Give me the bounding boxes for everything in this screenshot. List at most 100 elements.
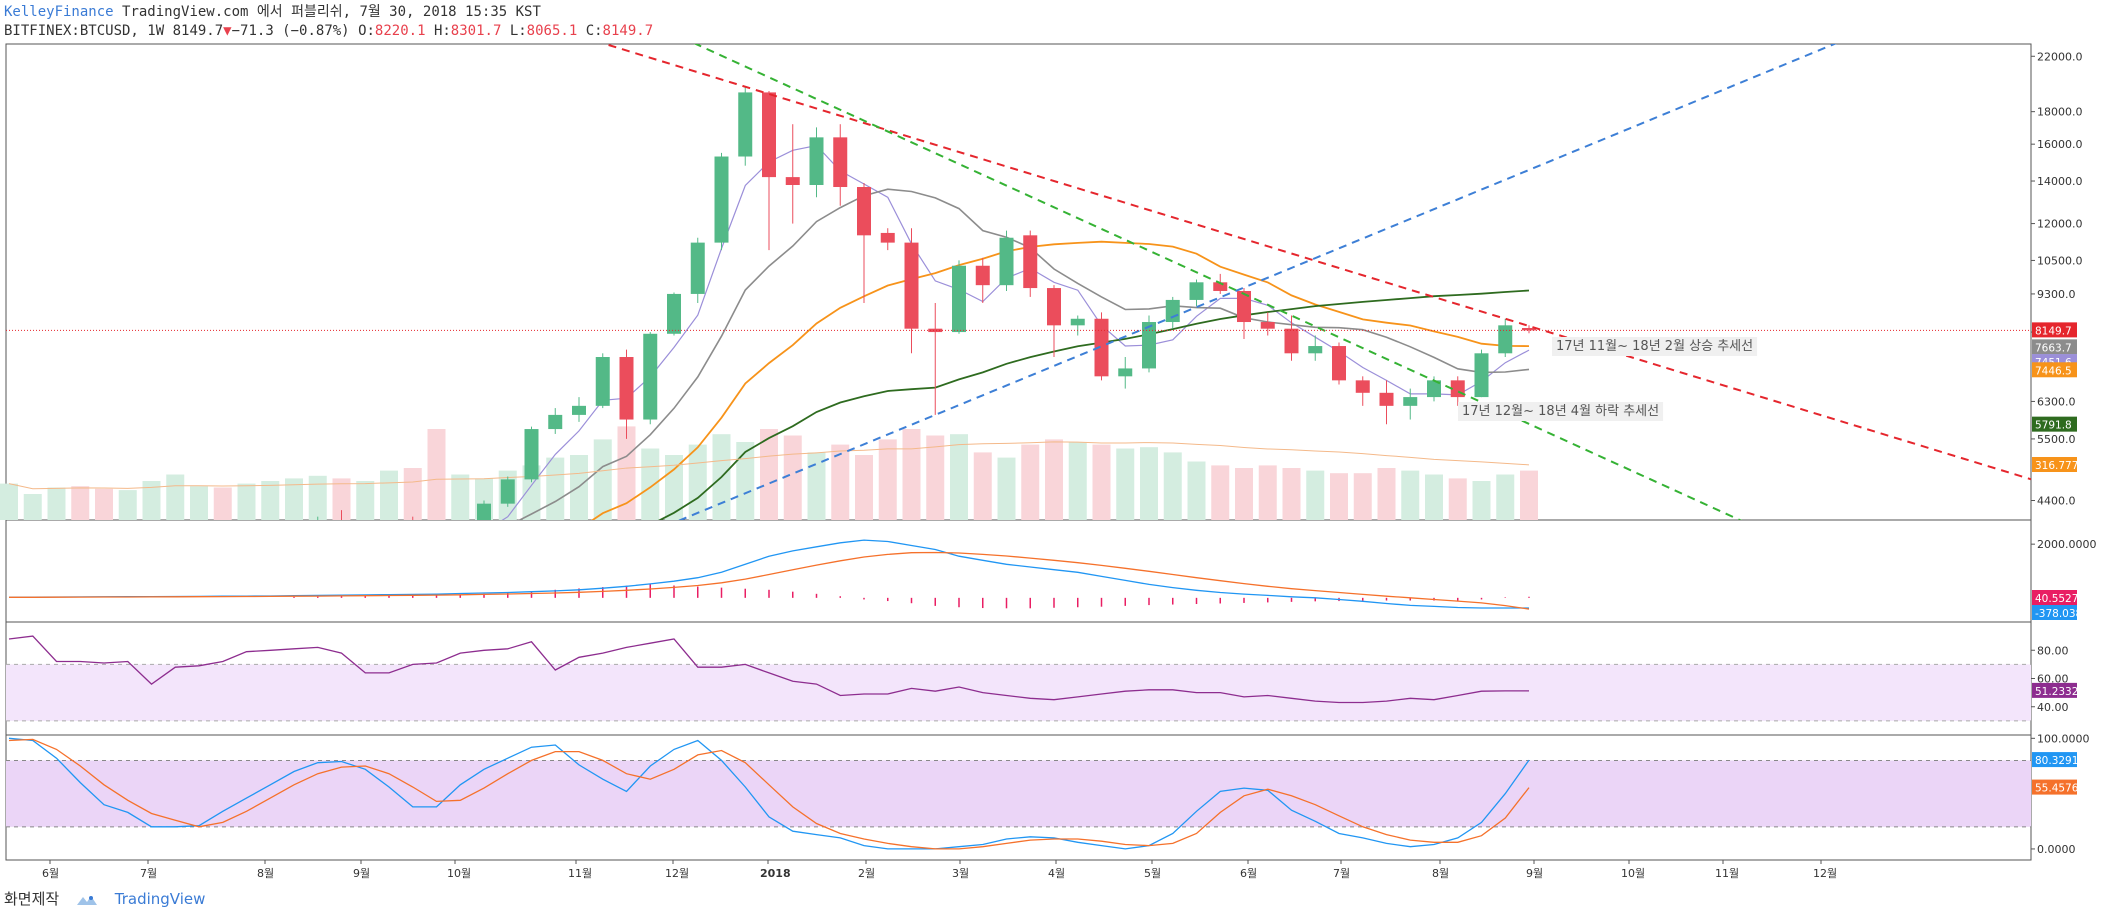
candle-down (1237, 290, 1251, 323)
tradingview-logo-icon (76, 895, 97, 905)
candle-down (904, 242, 919, 329)
trend-line-red (601, 44, 2031, 481)
volume-bar (736, 442, 755, 520)
candle-down (880, 232, 895, 243)
volume-bar (688, 444, 707, 520)
candle-up (952, 265, 966, 333)
candle-up (738, 92, 753, 157)
rsi-tick-label: 40.00 (2037, 701, 2069, 714)
volume-bar (760, 429, 778, 520)
volume-bar (95, 488, 113, 520)
candle-up (168, 616, 182, 626)
price-tick-label: 6300.0 (2037, 395, 2076, 408)
tradingview-link[interactable]: TradingView (114, 890, 206, 908)
time-tick-label: 8월 (1432, 867, 1449, 880)
ma-gray-tag: 7663.7 (2035, 342, 2072, 354)
volume-bar (261, 481, 280, 520)
candle-up (1165, 299, 1180, 323)
volume-bar (1353, 473, 1372, 520)
time-tick-label: 6월 (1240, 867, 1257, 880)
ma-green-tag-bg (2032, 416, 2077, 432)
stoch-k-line (8, 737, 1530, 850)
volume-bar (926, 435, 945, 520)
symbol-label[interactable]: BITFINEX:BTCUSD, 1W (4, 23, 165, 39)
price-tick-label: 16000.0 (2037, 138, 2083, 151)
volume-bar (1377, 468, 1396, 520)
candle-up (1142, 322, 1156, 369)
ma-orange-tag-bg (2032, 362, 2077, 378)
macd-hist-tag: 40.5527 (2035, 593, 2078, 605)
candle-up (477, 503, 491, 520)
volume-bar (973, 452, 992, 520)
volume-bar (1425, 474, 1443, 520)
volume-bar (831, 444, 850, 520)
open-value: 8220.1 (374, 23, 426, 39)
candle-up (595, 357, 610, 406)
candle-down (1023, 235, 1038, 289)
candle-down (1379, 392, 1394, 406)
volume-ma-line (8, 441, 1530, 490)
candle-up (1189, 282, 1204, 300)
pane-frame-main (5, 43, 2032, 521)
candle-down (406, 520, 420, 537)
volume-bar (166, 474, 185, 520)
last-price-tag-bg (2032, 322, 2077, 338)
candle-up (1474, 353, 1489, 398)
candle-up (382, 527, 396, 534)
volume-bar (308, 475, 327, 520)
volume-bar (403, 468, 422, 520)
volume-bar (1496, 474, 1515, 520)
volume-bar (47, 487, 66, 520)
annotation-downtrend: 17년 12월~ 18년 4월 하락 추세선 (1462, 404, 1659, 419)
ma-gray-tag-bg (2032, 339, 2077, 355)
price-tick-label: 14000.0 (2037, 175, 2083, 188)
candle-down (1094, 318, 1109, 377)
volume-bar (71, 486, 90, 520)
volume-bar (855, 455, 873, 520)
candle-up (240, 588, 254, 606)
volume-bar (665, 455, 683, 520)
time-tick-label: 9월 (1526, 867, 1543, 880)
candle-up (263, 552, 277, 580)
stoch-tick-label: 0.0000 (2037, 843, 2076, 856)
chart-header-publish-line: KelleyFinance TradingView.com 에서 퍼블리쉬, 7… (4, 3, 541, 21)
main-plot (8, 44, 2031, 626)
time-tick-label: 7월 (140, 867, 157, 880)
time-tick-label: 7월 (1333, 867, 1350, 880)
candle-down (1284, 328, 1299, 354)
ma-orange-tag: 7446.5 (2035, 365, 2072, 377)
volume-bar (1021, 444, 1040, 520)
ma-green-line (658, 289, 1530, 520)
time-tick-label: 12월 (665, 867, 689, 880)
volume-bar (190, 486, 208, 520)
candle-down (335, 520, 349, 541)
volume-bar (213, 487, 232, 520)
volume-bar (356, 481, 375, 520)
rsi-line (8, 635, 1529, 704)
trend-line-green (693, 44, 1743, 520)
volume-bar (23, 494, 42, 520)
candle-down (975, 265, 990, 286)
candle-up (524, 429, 539, 480)
candle-down (1522, 328, 1536, 331)
rsi-value-tag: 51.2332 (2035, 686, 2078, 698)
macd-value-tag: -378.0387 (2035, 608, 2089, 620)
candle-down (216, 597, 230, 606)
volume-bar (1116, 448, 1135, 520)
time-tick-label: 10월 (1621, 867, 1645, 880)
candle-up (999, 237, 1014, 286)
time-tick-label: 11월 (568, 867, 592, 880)
candle-down (430, 545, 444, 549)
volume-bar (1163, 452, 1182, 520)
down-arrow-icon: ▼ (223, 23, 232, 39)
volume-bar (1330, 473, 1348, 520)
candle-up (548, 414, 563, 430)
low-label: L: (509, 23, 527, 39)
candle-up (192, 597, 206, 615)
stoch-k-tag-bg (2032, 752, 2077, 768)
candle-down (762, 92, 776, 178)
volume-bar (118, 490, 137, 520)
author-link[interactable]: KelleyFinance (4, 4, 114, 20)
candle-up (714, 156, 729, 243)
